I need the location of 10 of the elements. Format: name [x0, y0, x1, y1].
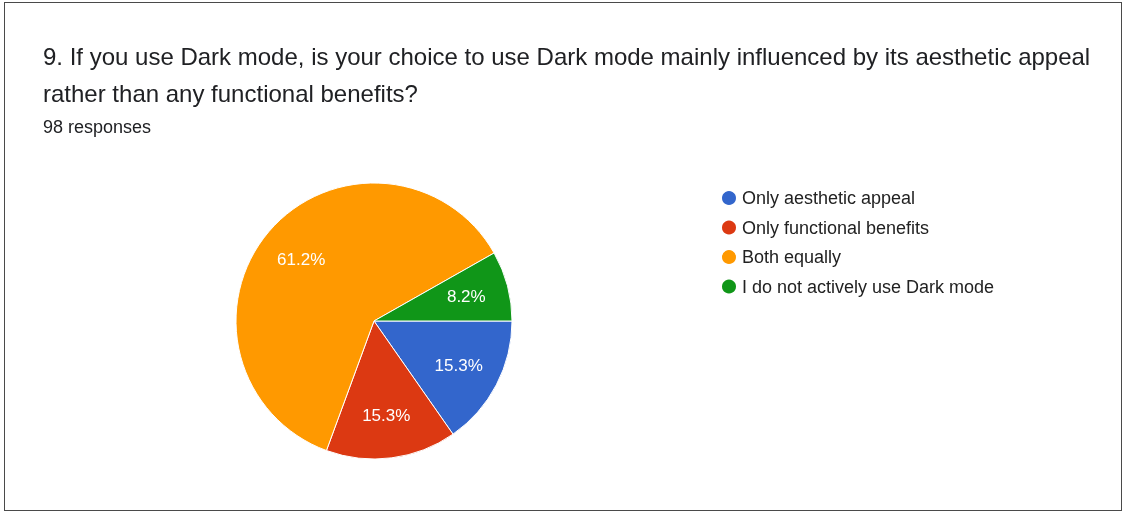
data-label: 15.3%	[362, 406, 411, 426]
data-label: 8.2%	[446, 287, 486, 307]
chart-subtitle: 98 responses	[43, 117, 152, 137]
legend-label: Both equally	[742, 247, 842, 267]
legend-label: I do not actively use Dark mode	[742, 276, 995, 297]
legend-label: Only functional benefits	[742, 217, 930, 238]
data-label: 61.2%	[277, 249, 326, 269]
chart-title: 9. If you use Dark mode, is your choice to use Dark mode mainly influenced by its aesthetic appeal rather than any functional benefits?	[43, 43, 1097, 107]
data-label: 15.3%	[434, 355, 483, 375]
legend-label: Only aesthetic appeal	[742, 188, 916, 208]
